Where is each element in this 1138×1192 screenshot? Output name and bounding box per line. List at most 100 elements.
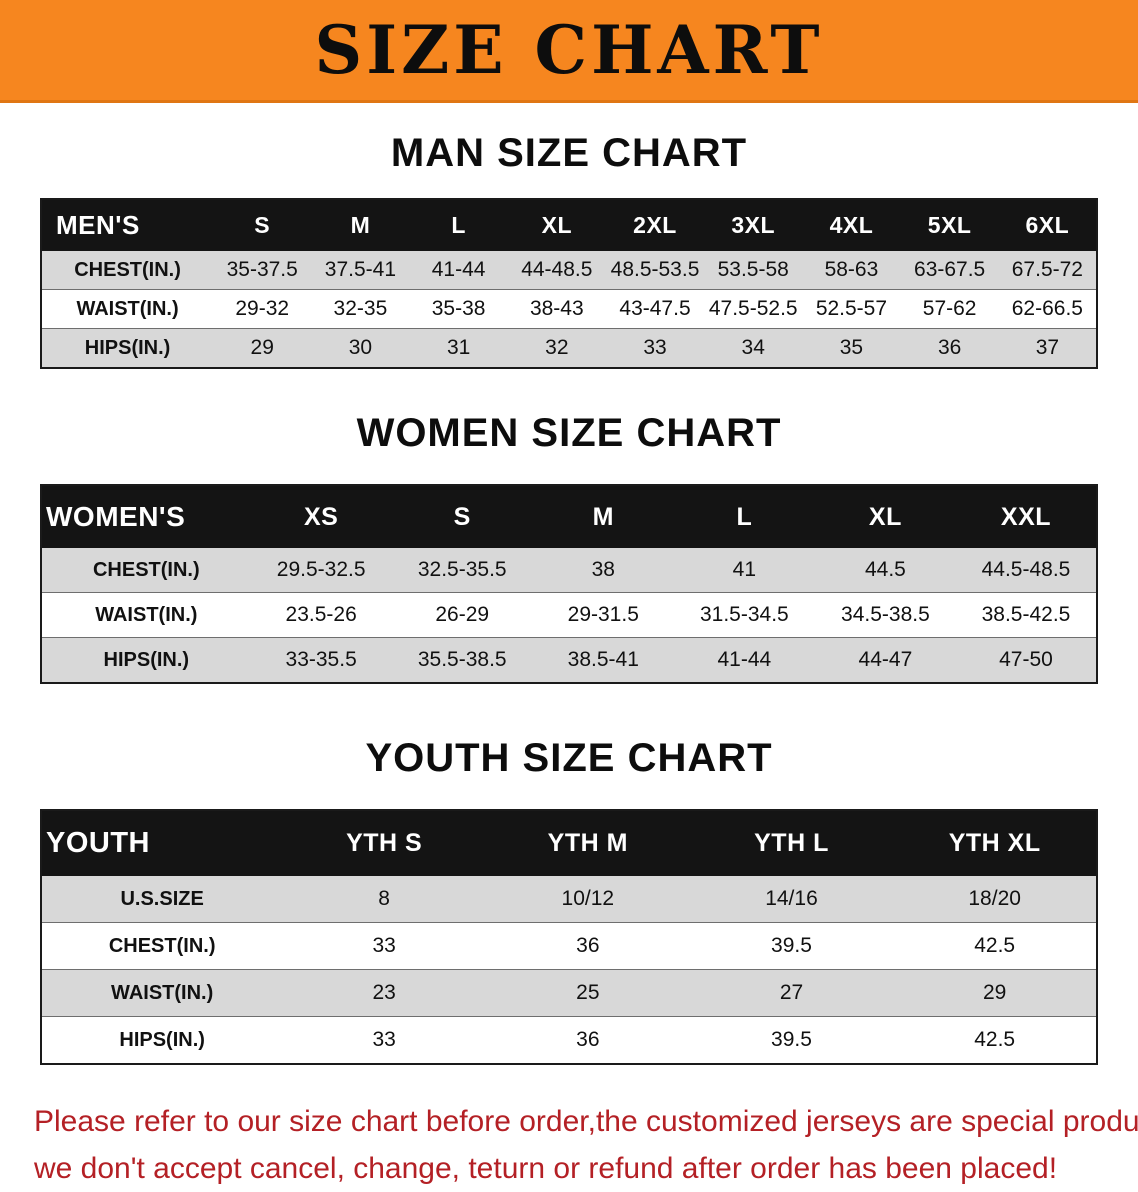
value-cell: 58-63 bbox=[802, 251, 900, 290]
value-cell: 35.5-38.5 bbox=[392, 638, 533, 684]
value-cell: 53.5-58 bbox=[704, 251, 802, 290]
size-column-header: L bbox=[674, 485, 815, 548]
size-column-header: 4XL bbox=[802, 199, 900, 251]
size-column-header: YTH XL bbox=[893, 810, 1097, 876]
value-cell: 38.5-41 bbox=[533, 638, 674, 684]
value-cell: 34 bbox=[704, 329, 802, 369]
value-cell: 52.5-57 bbox=[802, 290, 900, 329]
value-cell: 36 bbox=[901, 329, 999, 369]
value-cell: 32 bbox=[508, 329, 606, 369]
row-label-cell: WAIST(IN.) bbox=[41, 593, 251, 638]
value-cell: 57-62 bbox=[901, 290, 999, 329]
value-cell: 33 bbox=[282, 923, 486, 970]
value-cell: 37 bbox=[999, 329, 1097, 369]
value-cell: 27 bbox=[690, 970, 894, 1017]
row-label-cell: HIPS(IN.) bbox=[41, 638, 251, 684]
value-cell: 67.5-72 bbox=[999, 251, 1097, 290]
value-cell: 31.5-34.5 bbox=[674, 593, 815, 638]
value-cell: 33-35.5 bbox=[251, 638, 392, 684]
value-cell: 44.5-48.5 bbox=[956, 548, 1097, 593]
table-title-cell: WOMEN'S bbox=[41, 485, 251, 548]
value-cell: 29.5-32.5 bbox=[251, 548, 392, 593]
table-title-cell: YOUTH bbox=[41, 810, 282, 876]
value-cell: 42.5 bbox=[893, 923, 1097, 970]
value-cell: 8 bbox=[282, 876, 486, 923]
size-column-header: YTH M bbox=[486, 810, 690, 876]
value-cell: 44-48.5 bbox=[508, 251, 606, 290]
man-section-heading: MAN SIZE CHART bbox=[0, 131, 1138, 176]
value-cell: 48.5-53.5 bbox=[606, 251, 704, 290]
row-label-cell: HIPS(IN.) bbox=[41, 1017, 282, 1065]
row-label-cell: U.S.SIZE bbox=[41, 876, 282, 923]
table-title-cell: MEN'S bbox=[41, 199, 213, 251]
size-column-header: M bbox=[533, 485, 674, 548]
value-cell: 25 bbox=[486, 970, 690, 1017]
size-column-header: XXL bbox=[956, 485, 1097, 548]
size-column-header: 3XL bbox=[704, 199, 802, 251]
value-cell: 47.5-52.5 bbox=[704, 290, 802, 329]
size-column-header: 6XL bbox=[999, 199, 1097, 251]
value-cell: 37.5-41 bbox=[311, 251, 409, 290]
size-column-header: S bbox=[392, 485, 533, 548]
value-cell: 29-32 bbox=[213, 290, 311, 329]
value-cell: 34.5-38.5 bbox=[815, 593, 956, 638]
value-cell: 44.5 bbox=[815, 548, 956, 593]
value-cell: 44-47 bbox=[815, 638, 956, 684]
size-column-header: M bbox=[311, 199, 409, 251]
value-cell: 29-31.5 bbox=[533, 593, 674, 638]
value-cell: 29 bbox=[213, 329, 311, 369]
value-cell: 10/12 bbox=[486, 876, 690, 923]
youth-section-heading: YOUTH SIZE CHART bbox=[0, 736, 1138, 781]
value-cell: 32-35 bbox=[311, 290, 409, 329]
row-label-cell: WAIST(IN.) bbox=[41, 290, 213, 329]
value-cell: 39.5 bbox=[690, 923, 894, 970]
value-cell: 31 bbox=[410, 329, 508, 369]
value-cell: 38-43 bbox=[508, 290, 606, 329]
value-cell: 35 bbox=[802, 329, 900, 369]
value-cell: 14/16 bbox=[690, 876, 894, 923]
value-cell: 35-38 bbox=[410, 290, 508, 329]
women-section-heading: WOMEN SIZE CHART bbox=[0, 411, 1138, 456]
value-cell: 39.5 bbox=[690, 1017, 894, 1065]
row-label-cell: CHEST(IN.) bbox=[41, 548, 251, 593]
disclaimer-line-2: we don't accept cancel, change, teturn o… bbox=[34, 1146, 1104, 1192]
value-cell: 23.5-26 bbox=[251, 593, 392, 638]
size-column-header: L bbox=[410, 199, 508, 251]
value-cell: 36 bbox=[486, 923, 690, 970]
size-column-header: 5XL bbox=[901, 199, 999, 251]
value-cell: 33 bbox=[282, 1017, 486, 1065]
value-cell: 26-29 bbox=[392, 593, 533, 638]
size-column-header: YTH S bbox=[282, 810, 486, 876]
value-cell: 32.5-35.5 bbox=[392, 548, 533, 593]
value-cell: 42.5 bbox=[893, 1017, 1097, 1065]
row-label-cell: HIPS(IN.) bbox=[41, 329, 213, 369]
banner-title: SIZE CHART bbox=[315, 17, 824, 83]
value-cell: 29 bbox=[893, 970, 1097, 1017]
value-cell: 35-37.5 bbox=[213, 251, 311, 290]
value-cell: 47-50 bbox=[956, 638, 1097, 684]
size-column-header: YTH L bbox=[690, 810, 894, 876]
value-cell: 36 bbox=[486, 1017, 690, 1065]
size-column-header: XL bbox=[508, 199, 606, 251]
value-cell: 62-66.5 bbox=[999, 290, 1097, 329]
